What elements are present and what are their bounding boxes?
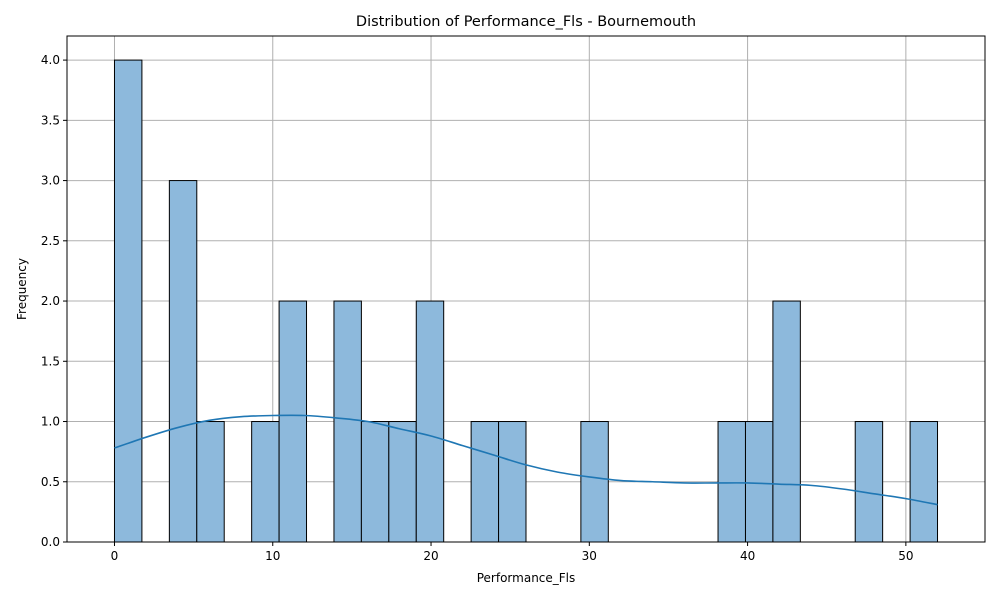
x-tick-label: 0 bbox=[111, 549, 119, 563]
histogram-bar bbox=[415, 300, 445, 543]
y-tick-label: 0.0 bbox=[41, 535, 60, 549]
histogram-bar bbox=[580, 421, 609, 543]
chart-title: Distribution of Performance_Fls - Bourne… bbox=[356, 14, 696, 30]
histogram-bar bbox=[744, 421, 774, 543]
histogram-bar bbox=[113, 59, 143, 543]
histogram-bar bbox=[717, 421, 746, 543]
y-tick-label: 1.0 bbox=[41, 415, 60, 429]
y-tick-label: 4.0 bbox=[41, 53, 60, 67]
y-tick-label: 2.5 bbox=[41, 234, 60, 248]
histogram-bar bbox=[772, 300, 801, 543]
histogram-bar bbox=[388, 421, 417, 543]
x-axis-label: Performance_Fls bbox=[477, 571, 576, 585]
histogram-bar bbox=[251, 421, 280, 543]
histogram-bars bbox=[113, 59, 939, 543]
x-tick-label: 30 bbox=[582, 549, 597, 563]
y-tick-label: 3.5 bbox=[41, 113, 60, 127]
histogram-bar bbox=[196, 421, 225, 543]
y-tick-label: 2.0 bbox=[41, 294, 60, 308]
y-tick-label: 3.0 bbox=[41, 174, 60, 188]
histogram-bar bbox=[498, 421, 527, 543]
kde-curve bbox=[114, 414, 938, 506]
kde-curve-layer bbox=[114, 414, 938, 506]
plot-frame bbox=[66, 35, 986, 543]
x-tick-label: 20 bbox=[423, 549, 438, 563]
y-tick-label: 1.5 bbox=[41, 354, 60, 368]
histogram-bar bbox=[168, 180, 198, 543]
histogram-bar bbox=[854, 421, 884, 543]
histogram-bar bbox=[333, 300, 362, 543]
histogram-bar bbox=[278, 300, 308, 543]
y-tick-label: 0.5 bbox=[41, 475, 60, 489]
histogram-bar bbox=[470, 421, 500, 543]
x-tick-label: 40 bbox=[740, 549, 755, 563]
x-tick-label: 10 bbox=[265, 549, 280, 563]
y-axis-label: Frequency bbox=[15, 258, 29, 320]
grid bbox=[67, 36, 985, 543]
axis-ticks: 0 10 20 30 40 50 0.0 0.5 1.0 1.5 2.0 2.5 3.0 3.5 4.0 bbox=[41, 53, 914, 563]
histogram-bar bbox=[909, 421, 939, 543]
histogram-bar bbox=[360, 421, 390, 543]
x-tick-label: 50 bbox=[898, 549, 913, 563]
